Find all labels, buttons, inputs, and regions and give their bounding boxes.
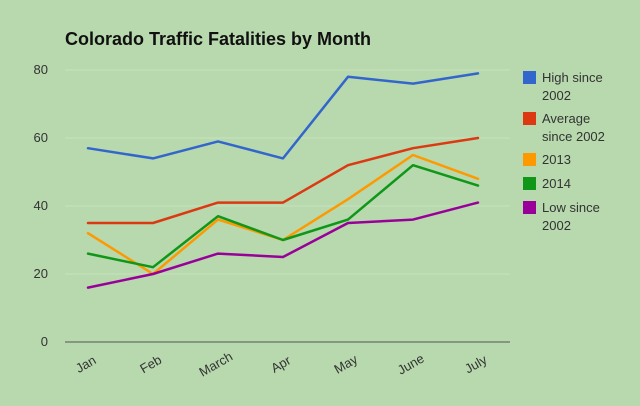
y-tick-label: 60 xyxy=(34,130,48,145)
legend-label-y2013: 2013 xyxy=(542,152,571,167)
legend-label-average: Average xyxy=(542,111,590,126)
x-tick-label: Apr xyxy=(268,352,294,375)
series-line-y2014 xyxy=(86,163,480,269)
legend-label-high: High since xyxy=(542,70,603,85)
y-tick-label: 40 xyxy=(34,198,48,213)
y-axis-ticks: 0 20 40 60 80 xyxy=(34,62,48,349)
series-line-average xyxy=(86,136,480,225)
legend-swatch-y2014 xyxy=(523,177,536,190)
legend-label-average: since 2002 xyxy=(542,129,605,144)
x-axis-ticks: Jan Feb March Apr May June July xyxy=(73,349,490,380)
legend-swatch-low xyxy=(523,201,536,214)
y-tick-label: 80 xyxy=(34,62,48,77)
legend-label-y2014: 2014 xyxy=(542,176,571,191)
x-tick-label: Feb xyxy=(137,352,164,376)
y-tick-label: 20 xyxy=(34,266,48,281)
legend-swatch-average xyxy=(523,112,536,125)
chart-title: Colorado Traffic Fatalities by Month xyxy=(65,29,371,49)
legend-swatch-y2013 xyxy=(523,153,536,166)
x-tick-label: March xyxy=(196,349,235,380)
x-tick-label: June xyxy=(395,351,427,378)
x-tick-label: Jan xyxy=(73,352,99,375)
legend-label-high: 2002 xyxy=(542,88,571,103)
legend-label-low: Low since xyxy=(542,200,600,215)
grid-lines xyxy=(65,69,510,343)
x-tick-label: May xyxy=(331,351,360,377)
legend-swatch-high xyxy=(523,71,536,84)
legend-label-low: 2002 xyxy=(542,218,571,233)
series-line-high xyxy=(86,72,480,160)
series-lines xyxy=(86,72,480,289)
y-tick-label: 0 xyxy=(41,334,48,349)
legend: High since 2002 Average since 2002 2013 2014 L… xyxy=(523,70,605,233)
x-tick-label: July xyxy=(462,352,490,377)
series-line-low xyxy=(86,201,480,289)
